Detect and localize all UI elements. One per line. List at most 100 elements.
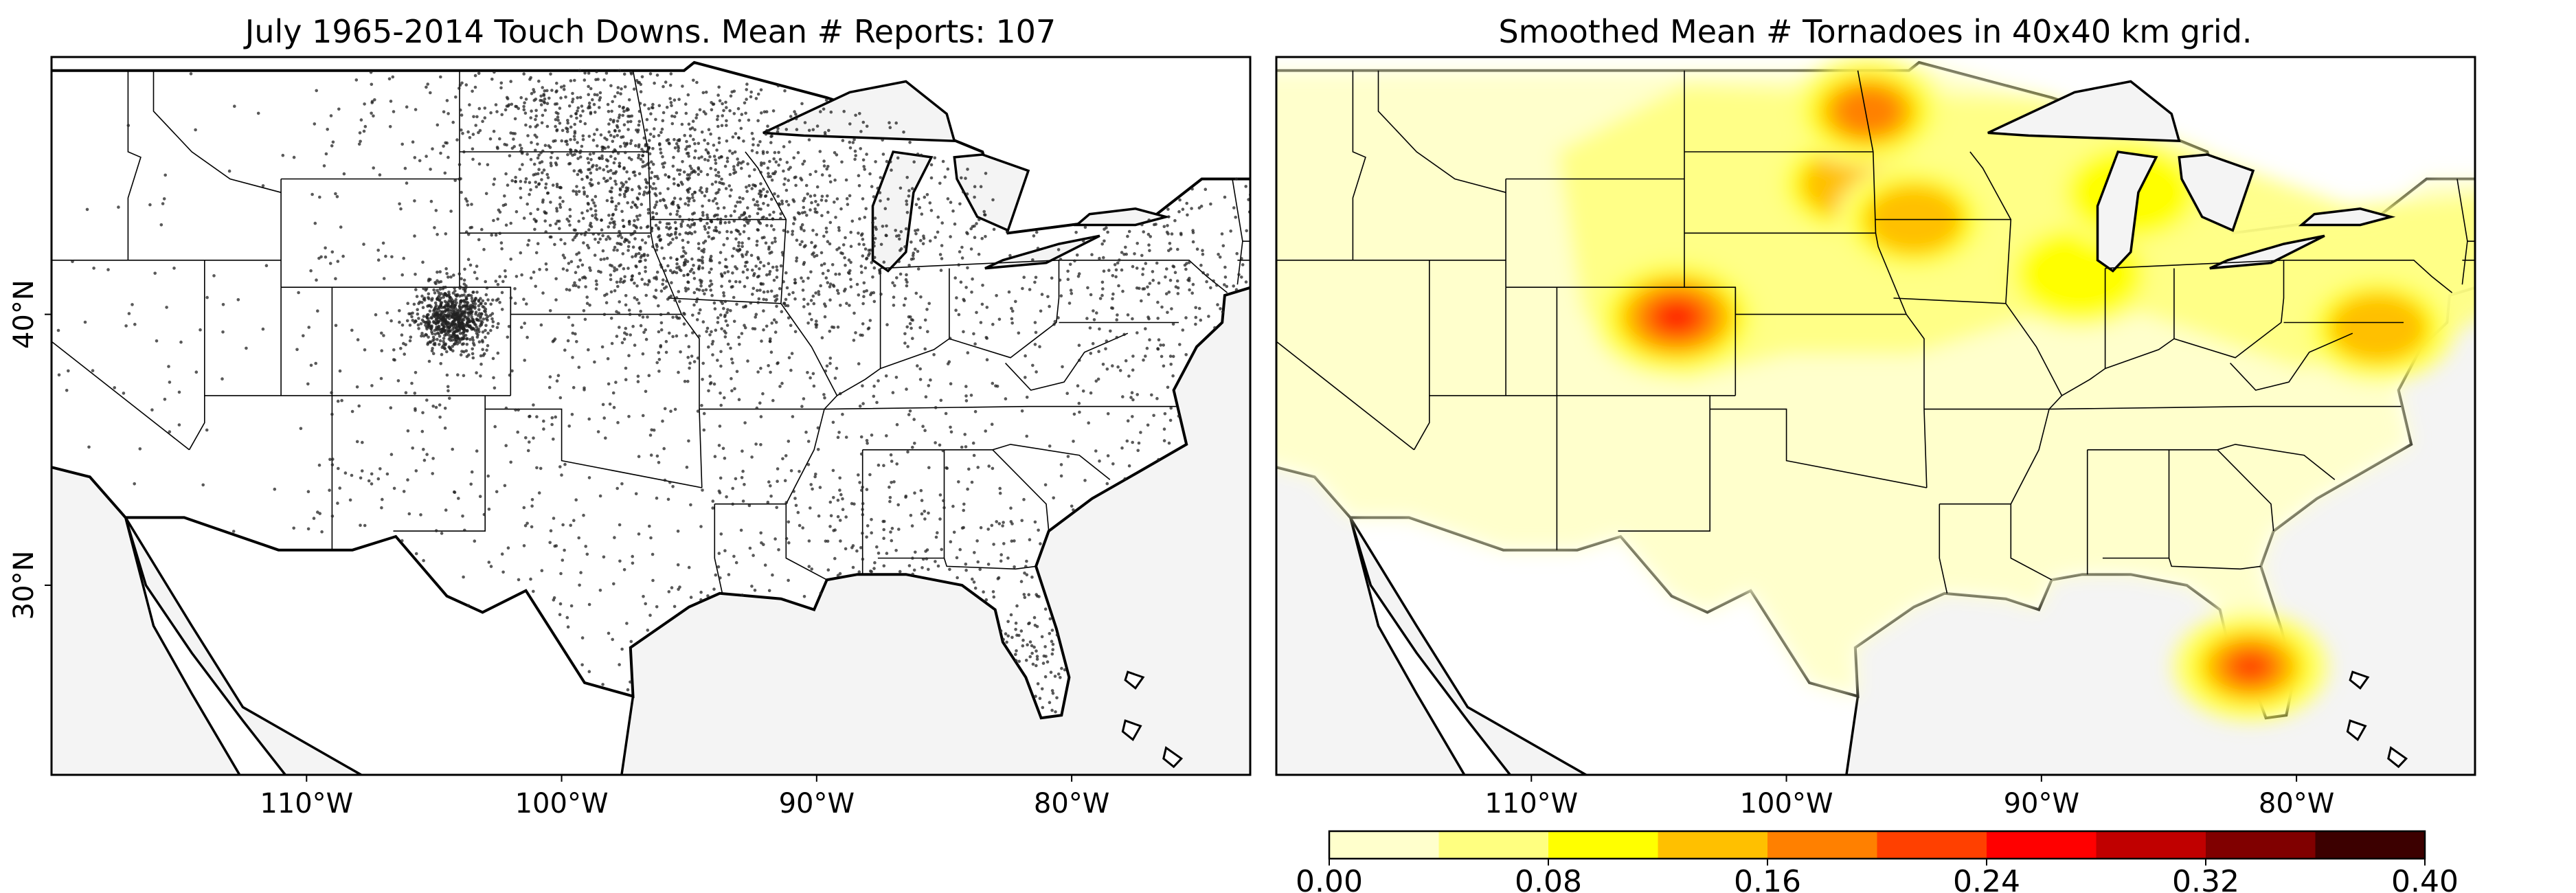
touchdown-point: [886, 197, 890, 201]
touchdown-point: [622, 568, 626, 572]
touchdown-point: [491, 357, 495, 361]
touchdown-point: [427, 317, 430, 321]
touchdown-point: [702, 110, 706, 113]
touchdown-point: [673, 196, 677, 200]
touchdown-point: [938, 181, 942, 185]
touchdown-point: [1160, 305, 1164, 309]
touchdown-point: [678, 232, 681, 236]
touchdown-point: [530, 91, 534, 95]
touchdown-point: [400, 324, 405, 327]
touchdown-point: [677, 290, 681, 293]
touchdown-point: [834, 272, 837, 276]
touchdown-point: [809, 299, 813, 302]
touchdown-point: [1010, 539, 1014, 543]
touchdown-point: [35, 371, 38, 374]
touchdown-point: [849, 230, 852, 234]
touchdown-point: [553, 242, 556, 247]
touchdown-point: [666, 297, 670, 301]
touchdown-point: [427, 324, 431, 328]
touchdown-point: [714, 180, 718, 184]
touchdown-point: [569, 523, 572, 528]
touchdown-point: [582, 241, 585, 245]
touchdown-point: [438, 309, 442, 313]
touchdown-point: [662, 84, 665, 89]
touchdown-point: [460, 277, 463, 281]
touchdown-point: [1059, 258, 1063, 261]
touchdown-point: [539, 94, 543, 98]
touchdown-point: [1066, 278, 1070, 282]
touchdown-point: [835, 248, 839, 251]
touchdown-point: [1178, 343, 1182, 346]
touchdown-point: [948, 337, 952, 340]
touchdown-point: [647, 279, 651, 282]
touchdown-point: [755, 243, 759, 247]
touchdown-point: [662, 165, 666, 169]
touchdown-point: [929, 378, 932, 382]
touchdown-point: [769, 484, 772, 488]
touchdown-point: [760, 163, 763, 167]
touchdown-point: [975, 539, 979, 543]
touchdown-point: [571, 324, 574, 327]
touchdown-point: [622, 192, 626, 196]
touchdown-point: [1140, 299, 1143, 303]
touchdown-point: [522, 506, 526, 510]
touchdown-point: [471, 89, 474, 93]
touchdown-point: [692, 360, 697, 363]
touchdown-point: [554, 222, 558, 226]
touchdown-point: [1135, 267, 1139, 270]
touchdown-point: [413, 392, 417, 395]
touchdown-point: [707, 235, 711, 238]
touchdown-point: [626, 688, 630, 692]
touchdown-point: [725, 139, 729, 143]
touchdown-point: [425, 453, 429, 456]
touchdown-point: [568, 223, 572, 227]
touchdown-point: [814, 291, 817, 295]
touchdown-point: [576, 172, 580, 177]
touchdown-point: [695, 113, 699, 117]
touchdown-point: [763, 563, 767, 567]
touchdown-point: [714, 158, 717, 162]
touchdown-point: [474, 297, 477, 300]
touchdown-point: [3, 173, 6, 177]
touchdown-point: [408, 324, 412, 327]
touchdown-point: [587, 670, 591, 673]
touchdown-point: [638, 245, 642, 249]
touchdown-point: [655, 200, 659, 204]
touchdown-point: [1057, 248, 1061, 251]
touchdown-point: [927, 567, 930, 572]
touchdown-point: [921, 557, 925, 561]
touchdown-point: [991, 381, 995, 385]
touchdown-point: [813, 245, 817, 249]
touchdown-point: [331, 457, 335, 461]
touchdown-point: [506, 335, 510, 339]
touchdown-point: [1165, 267, 1168, 271]
touchdown-point: [510, 179, 514, 183]
touchdown-point: [1115, 318, 1118, 321]
touchdown-point: [624, 190, 628, 194]
touchdown-point: [611, 391, 615, 395]
touchdown-point: [1253, 239, 1256, 242]
touchdown-point: [407, 512, 411, 516]
touchdown-point: [359, 139, 362, 144]
touchdown-point: [769, 224, 773, 228]
touchdown-point: [331, 140, 335, 144]
touchdown-point: [481, 348, 484, 352]
touchdown-point: [813, 255, 816, 258]
touchdown-point: [624, 150, 627, 155]
touchdown-point: [972, 332, 975, 336]
touchdown-point: [261, 184, 265, 188]
touchdown-point: [782, 169, 785, 173]
touchdown-point: [534, 114, 538, 118]
touchdown-point: [481, 120, 484, 123]
touchdown-point: [495, 326, 499, 330]
touchdown-point: [552, 598, 556, 602]
touchdown-point: [425, 85, 428, 89]
touchdown-point: [737, 244, 741, 248]
touchdown-point: [790, 352, 794, 355]
touchdown-point: [773, 299, 778, 303]
touchdown-point: [654, 223, 658, 227]
touchdown-point: [671, 485, 675, 488]
touchdown-point: [826, 539, 830, 543]
touchdown-point: [694, 149, 697, 152]
touchdown-point: [756, 203, 760, 207]
